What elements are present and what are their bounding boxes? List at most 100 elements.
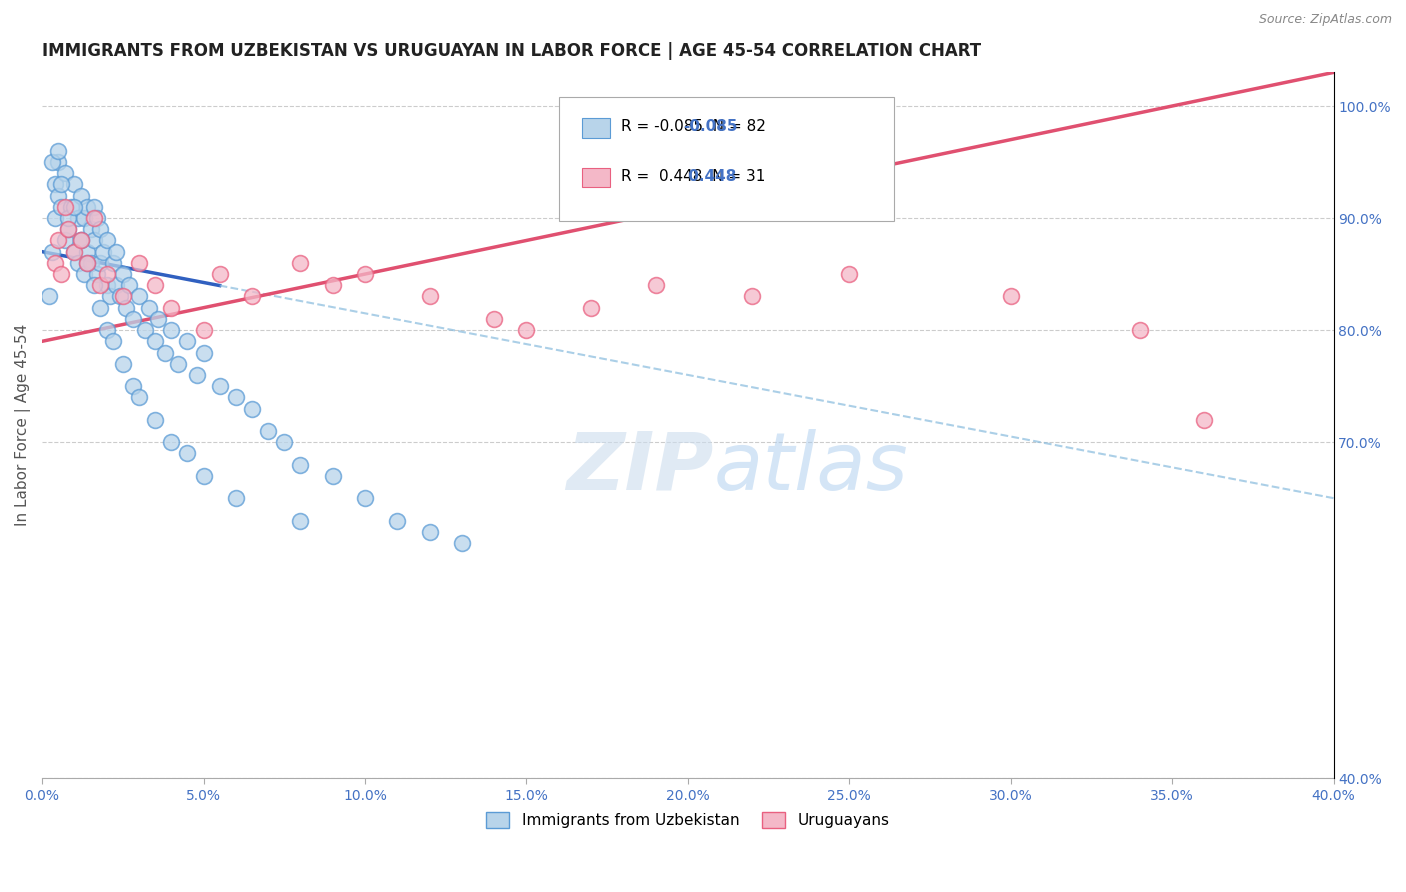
Point: [138, 301, 160, 315]
Point: [838, 267, 860, 281]
Point: [73, 267, 96, 281]
Point: [70, 234, 93, 248]
Point: [70, 234, 93, 248]
Point: [128, 256, 150, 270]
Point: [56, 222, 79, 236]
Point: [515, 323, 537, 337]
Point: [128, 390, 150, 404]
Point: [186, 368, 208, 382]
Point: [193, 323, 215, 337]
Point: [44, 211, 66, 225]
Point: [741, 289, 763, 303]
Text: R =  0.448  N = 31: R = 0.448 N = 31: [620, 169, 765, 184]
Point: [83, 200, 105, 214]
Point: [86, 211, 108, 225]
Point: [101, 256, 124, 270]
Point: [38, 289, 60, 303]
Point: [1000, 289, 1022, 303]
Point: [105, 244, 128, 259]
Point: [115, 301, 138, 315]
Point: [108, 289, 131, 303]
Point: [240, 289, 263, 303]
Point: [96, 267, 118, 281]
Point: [290, 458, 312, 472]
Point: [83, 234, 105, 248]
Point: [160, 435, 183, 450]
Text: IMMIGRANTS FROM UZBEKISTAN VS URUGUAYAN IN LABOR FORCE | AGE 45-54 CORRELATION C: IMMIGRANTS FROM UZBEKISTAN VS URUGUAYAN …: [42, 42, 981, 60]
Point: [111, 357, 134, 371]
Point: [143, 413, 166, 427]
Point: [644, 278, 666, 293]
Point: [96, 278, 118, 293]
Point: [41, 244, 63, 259]
Point: [322, 468, 344, 483]
Point: [60, 200, 83, 214]
Point: [53, 234, 76, 248]
Point: [193, 345, 215, 359]
Point: [89, 301, 111, 315]
Point: [53, 200, 76, 214]
Point: [63, 178, 86, 192]
Point: [153, 345, 176, 359]
Legend: Immigrants from Uzbekistan, Uruguayans: Immigrants from Uzbekistan, Uruguayans: [481, 805, 896, 834]
Point: [121, 312, 143, 326]
Point: [79, 222, 101, 236]
Point: [51, 200, 73, 214]
Point: [83, 211, 105, 225]
Point: [51, 267, 73, 281]
Point: [105, 278, 128, 293]
Point: [86, 267, 108, 281]
Point: [70, 234, 93, 248]
Point: [98, 289, 121, 303]
Point: [225, 390, 247, 404]
Point: [53, 166, 76, 180]
Point: [273, 435, 295, 450]
Point: [257, 424, 280, 438]
Point: [176, 334, 198, 349]
Point: [56, 211, 79, 225]
Point: [118, 278, 141, 293]
Point: [76, 256, 98, 270]
Point: [290, 256, 312, 270]
Text: 0.448: 0.448: [683, 169, 735, 184]
Point: [44, 178, 66, 192]
Point: [160, 301, 183, 315]
Bar: [582, 168, 610, 187]
Point: [83, 278, 105, 293]
Point: [63, 244, 86, 259]
Point: [73, 211, 96, 225]
Point: [89, 278, 111, 293]
Point: [387, 514, 409, 528]
Point: [46, 234, 69, 248]
Point: [111, 267, 134, 281]
Point: [193, 468, 215, 483]
Point: [1194, 413, 1216, 427]
Point: [176, 446, 198, 460]
Point: [79, 256, 101, 270]
Point: [579, 301, 602, 315]
Point: [354, 491, 377, 505]
Point: [63, 244, 86, 259]
FancyBboxPatch shape: [558, 97, 894, 220]
Point: [51, 178, 73, 192]
Point: [63, 200, 86, 214]
Point: [89, 256, 111, 270]
Point: [96, 323, 118, 337]
Point: [134, 323, 156, 337]
Point: [482, 312, 505, 326]
Point: [143, 278, 166, 293]
Point: [66, 211, 89, 225]
Point: [70, 188, 93, 202]
Y-axis label: In Labor Force | Age 45-54: In Labor Force | Age 45-54: [15, 324, 31, 526]
Point: [166, 357, 188, 371]
Point: [76, 256, 98, 270]
Point: [418, 289, 440, 303]
Point: [76, 244, 98, 259]
Point: [121, 379, 143, 393]
Point: [89, 222, 111, 236]
Point: [93, 244, 115, 259]
Point: [66, 256, 89, 270]
Point: [290, 514, 312, 528]
Point: [160, 323, 183, 337]
Point: [46, 188, 69, 202]
